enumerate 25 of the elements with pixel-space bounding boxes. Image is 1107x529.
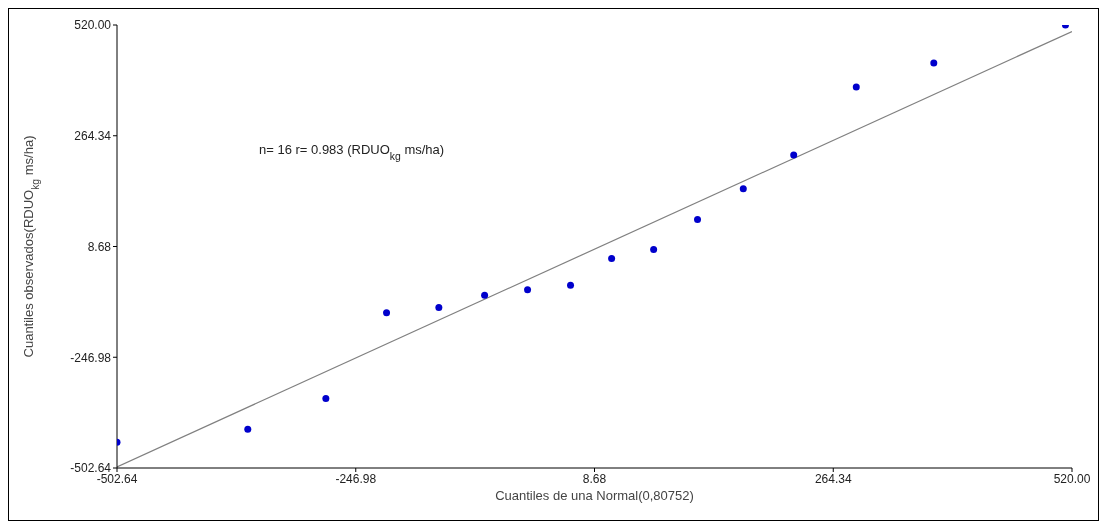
y-tick-label: -246.98 — [70, 350, 112, 365]
x-tick-label: 520.00 — [1053, 471, 1091, 486]
x-tick-label: -246.98 — [335, 471, 377, 486]
point — [567, 281, 575, 289]
point — [481, 291, 489, 299]
y-tick-label: 520.00 — [74, 18, 112, 33]
x-tick-label: 8.68 — [582, 471, 607, 486]
point — [524, 286, 532, 294]
annotation: n= 16 r= 0.983 (RDUO$_{kg}$ ms/ha) — [259, 142, 445, 162]
point — [739, 185, 747, 193]
y-tick-label: 8.68 — [87, 239, 112, 254]
y-tick-label: 264.34 — [74, 129, 112, 144]
point — [608, 254, 616, 262]
x-axis-title: Cuantiles de una Normal(0,80752) — [495, 488, 694, 503]
point — [435, 303, 443, 311]
point — [383, 309, 391, 317]
point — [930, 59, 938, 67]
point — [650, 245, 658, 253]
point — [694, 216, 702, 223]
point — [322, 394, 330, 402]
x-tick-label: 264.34 — [814, 471, 852, 486]
point — [244, 425, 252, 433]
point — [852, 83, 860, 91]
point — [790, 151, 798, 159]
x-tick-label: -502.64 — [96, 471, 138, 486]
